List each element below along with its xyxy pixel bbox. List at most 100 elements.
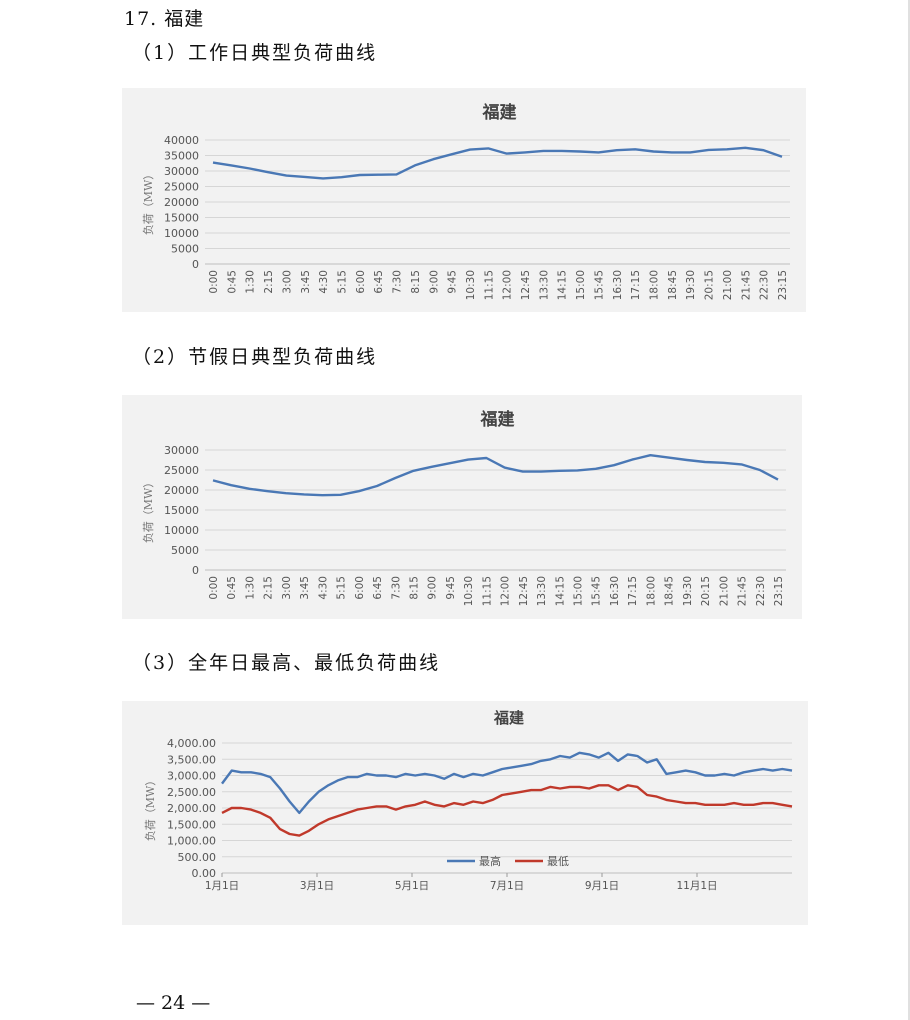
x-tick-label: 8:15 xyxy=(410,270,422,294)
x-tick-label: 17:15 xyxy=(627,576,639,606)
x-tick-label: 12:00 xyxy=(500,576,512,606)
x-tick-label: 12:00 xyxy=(502,270,514,300)
y-tick-label: 15000 xyxy=(164,212,199,225)
y-tick-label: 15000 xyxy=(164,504,199,517)
x-tick-label: 14:15 xyxy=(554,576,566,606)
x-tick-label: 3:45 xyxy=(300,270,312,294)
x-tick-label: 6:45 xyxy=(372,576,384,600)
x-tick-label: 21:45 xyxy=(740,270,752,300)
x-tick-label: 3:00 xyxy=(281,576,293,600)
x-tick-label: 0:00 xyxy=(208,576,220,600)
y-tick-label: 10000 xyxy=(164,227,199,240)
y-tick-label: 0 xyxy=(192,258,199,271)
x-tick-label: 12:45 xyxy=(520,270,532,300)
x-tick-label: 0:45 xyxy=(226,270,238,294)
y-tick-label: 1,000.00 xyxy=(167,835,216,848)
x-tick-label: 10:30 xyxy=(465,270,477,300)
x-tick-label: 20:15 xyxy=(700,576,712,606)
chart-panel-holiday: 福建 负荷（MW） 0 5000 10000 15000 20000 25000 30000 0:… xyxy=(122,395,802,619)
x-tick-label: 11月1日 xyxy=(676,880,717,892)
x-tick-label: 3:45 xyxy=(299,576,311,600)
subtitle-holiday: （2）节假日典型负荷曲线 xyxy=(132,346,378,368)
y-tick-label: 30000 xyxy=(164,165,199,178)
x-tick-label: 23:15 xyxy=(777,270,789,300)
page-number: — 24 — xyxy=(136,992,211,1014)
x-tick-label: 1:30 xyxy=(245,270,257,294)
x-tick-label: 9:45 xyxy=(447,270,459,294)
x-tick-label: 22:30 xyxy=(755,576,767,606)
y-tick-label: 2,000.00 xyxy=(167,802,216,815)
y-tick-label: 0 xyxy=(192,564,199,577)
section-title: 福建 xyxy=(164,8,205,30)
y-axis-label: 负荷（MW） xyxy=(141,477,155,544)
y-tick-label: 5000 xyxy=(171,544,199,557)
x-tick-label: 16:30 xyxy=(609,576,621,606)
y-tick-label: 3,000.00 xyxy=(167,770,216,783)
y-tick-label: 35000 xyxy=(164,150,199,163)
x-tick-label: 21:00 xyxy=(722,270,734,300)
x-tick-label: 18:45 xyxy=(667,270,679,300)
subtitle-annual: （3）全年日最高、最低负荷曲线 xyxy=(132,652,441,674)
page-edge xyxy=(908,0,910,1020)
x-tick-label: 10:30 xyxy=(463,576,475,606)
x-tick-label: 2:15 xyxy=(263,576,275,600)
x-tick-label: 1月1日 xyxy=(205,880,239,892)
x-tick-label: 15:00 xyxy=(575,270,587,300)
x-tick-label: 11:15 xyxy=(483,270,495,300)
x-tick-label: 19:30 xyxy=(682,576,694,606)
x-tick-label: 16:30 xyxy=(612,270,624,300)
x-tick-label: 7月1日 xyxy=(490,880,524,892)
section-number: 17. xyxy=(124,8,158,30)
x-tick-label: 5:15 xyxy=(336,270,348,294)
chart-title: 福建 xyxy=(482,102,517,123)
y-axis-label: 负荷（MW） xyxy=(141,169,155,236)
x-tick-label: 9:45 xyxy=(445,576,457,600)
chart-panel-workday: 福建 负荷（MW） 0 5000 10000 15000 20000 25000 30000 35… xyxy=(122,88,806,312)
x-tick-label: 8:15 xyxy=(408,576,420,600)
subtitle-workday: （1）工作日典型负荷曲线 xyxy=(132,42,378,64)
x-tick-label: 6:00 xyxy=(354,576,366,600)
x-tick-label: 4:30 xyxy=(317,576,329,600)
x-tick-label: 6:00 xyxy=(355,270,367,294)
x-tick-label: 5:15 xyxy=(336,576,348,600)
x-tick-label: 3:00 xyxy=(281,270,293,294)
x-tick-label: 0:00 xyxy=(208,270,220,294)
legend-label: 最低 xyxy=(547,855,569,868)
section-heading: 17. 福建 xyxy=(124,4,204,31)
x-tick-label: 12:45 xyxy=(518,576,530,606)
y-tick-label: 40000 xyxy=(164,134,199,147)
x-tick-label: 9月1日 xyxy=(585,880,619,892)
y-tick-label: 25000 xyxy=(164,181,199,194)
y-tick-label: 500.00 xyxy=(178,851,217,864)
x-tick-label: 18:45 xyxy=(664,576,676,606)
y-tick-label: 25000 xyxy=(164,464,199,477)
y-tick-label: 3,500.00 xyxy=(167,753,216,766)
x-tick-label: 13:30 xyxy=(536,576,548,606)
x-tick-label: 3月1日 xyxy=(300,880,334,892)
y-tick-label: 10000 xyxy=(164,524,199,537)
series-line-1 xyxy=(221,751,793,815)
x-tick-label: 15:45 xyxy=(591,576,603,606)
series-line-1 xyxy=(212,454,779,497)
y-tick-label: 2,500.00 xyxy=(167,786,216,799)
x-tick-label: 6:45 xyxy=(373,270,385,294)
series-line-2 xyxy=(221,784,793,837)
x-tick-label: 23:15 xyxy=(773,576,785,606)
x-tick-label: 1:30 xyxy=(244,576,256,600)
y-tick-label: 1,500.00 xyxy=(167,818,216,831)
x-tick-label: 14:15 xyxy=(557,270,569,300)
x-tick-label: 2:15 xyxy=(263,270,275,294)
x-tick-label: 21:45 xyxy=(737,576,749,606)
legend-label: 最高 xyxy=(479,854,501,868)
x-tick-label: 7:30 xyxy=(390,576,402,600)
x-tick-label: 15:00 xyxy=(573,576,585,606)
x-tick-label: 17:15 xyxy=(630,270,642,300)
x-tick-label: 5月1日 xyxy=(395,880,429,892)
x-tick-label: 7:30 xyxy=(392,270,404,294)
series-line-1 xyxy=(212,146,783,180)
chart-title: 福建 xyxy=(493,709,525,727)
x-tick-label: 18:00 xyxy=(649,270,661,300)
